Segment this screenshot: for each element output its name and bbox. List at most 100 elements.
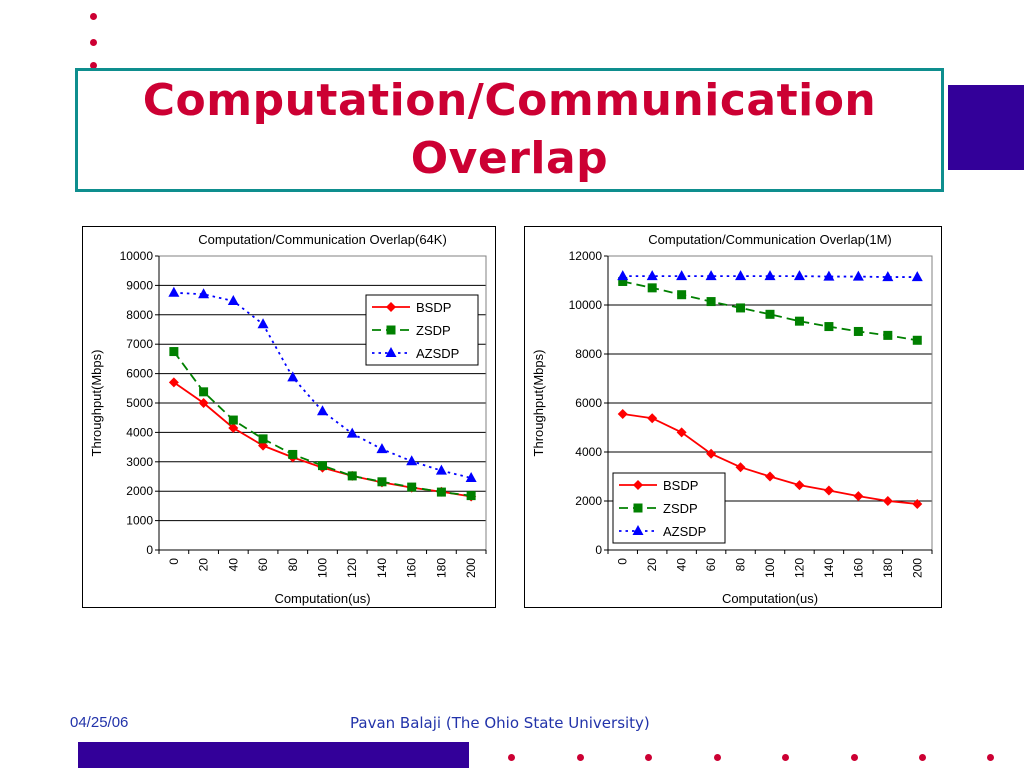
chart-1m-azsdp-legend-label: AZSDP (663, 524, 706, 539)
chart-64k-zsdp-point (228, 415, 238, 425)
chart-1m-azsdp-point (705, 270, 717, 281)
chart-1m-zsdp-legend-label: ZSDP (663, 501, 698, 516)
chart-64k-title: Computation/Communication Overlap(64K) (198, 232, 447, 247)
chart-1m-azsdp-point (676, 270, 688, 281)
chart-1m-x-tick-label: 40 (675, 558, 689, 572)
chart-1m-y-label: Throughput(Mbps) (531, 350, 546, 457)
decor-dot (919, 754, 926, 761)
chart-1m-zsdp-point (647, 283, 657, 293)
chart-64k-azsdp-point (227, 294, 239, 305)
chart-64k-y-tick-label: 8000 (126, 308, 153, 322)
chart-64k-azsdp-legend-label: AZSDP (416, 346, 459, 361)
chart-64k-x-tick-label: 80 (286, 558, 300, 572)
decor-dot (645, 754, 652, 761)
chart-1m-x-tick-label: 80 (734, 558, 748, 572)
chart-1m-bsdp-point (912, 498, 923, 509)
chart-1m-azsdp-point (882, 271, 894, 282)
chart-64k-zsdp-point (407, 482, 417, 492)
chart-1m-zsdp-point (853, 326, 863, 336)
chart-1m-azsdp-point (852, 270, 864, 281)
accent-band-bottom (78, 742, 469, 768)
chart-64k-y-tick-label: 0 (146, 543, 153, 557)
chart-64k-zsdp-point (258, 434, 268, 444)
chart-1m-zsdp-point (677, 290, 687, 300)
chart-64k-y-tick-label: 10000 (120, 249, 154, 263)
chart-1m-bsdp-point (647, 413, 658, 424)
chart-64k-x-tick-label: 120 (345, 558, 359, 578)
chart-1m-azsdp-point (617, 270, 629, 281)
chart-64k-bsdp-legend-marker (386, 302, 396, 312)
chart-64k-azsdp-point (435, 464, 447, 475)
chart-64k-y-tick-label: 1000 (126, 514, 153, 528)
chart-1m-bsdp-point (853, 491, 864, 502)
chart-64k-y-tick-label: 7000 (126, 337, 153, 351)
chart-1m-x-label: Computation(us) (722, 591, 818, 606)
chart-1m-title: Computation/Communication Overlap(1M) (648, 232, 891, 247)
chart-64k-y-tick-label: 6000 (126, 367, 153, 381)
chart-64k-bsdp-point (228, 422, 239, 433)
chart-64k-bsdp-legend-label: BSDP (416, 300, 451, 315)
decor-dot (987, 754, 994, 761)
chart-1m-zsdp-legend-marker (633, 503, 643, 513)
chart-64k-x-tick-label: 100 (316, 558, 330, 578)
chart-64k-azsdp-point (406, 455, 418, 466)
chart-64k-zsdp-legend-marker (386, 325, 396, 335)
chart-1m-bsdp-point (706, 448, 717, 459)
decor-dot (577, 754, 584, 761)
chart-1m-azsdp-legend-marker (632, 525, 644, 535)
chart-1m-zsdp-point (618, 276, 628, 286)
chart-64k-azsdp-point (287, 371, 299, 382)
title-box: Computation/Communication Overlap (75, 68, 944, 192)
chart-1m-bsdp-point (765, 471, 775, 482)
chart-64k-zsdp-line (173, 351, 472, 497)
chart-1m-bsdp-point (735, 462, 746, 473)
chart-1m-y-tick-label: 2000 (575, 494, 602, 508)
slide-title: Computation/Communication Overlap (142, 75, 877, 184)
chart-1m-azsdp-point (823, 270, 835, 281)
chart-1m-zsdp-point (706, 297, 716, 307)
chart-64k-zsdp-point (436, 487, 446, 497)
chart-1m-bsdp-legend-label: BSDP (663, 478, 698, 493)
chart-1m: Computation/Communication Overlap(1M) 0 20… (524, 226, 942, 608)
decor-dot (714, 754, 721, 761)
chart-64k-zsdp-point (199, 387, 209, 397)
chart-64k-x-tick-label: 140 (375, 558, 389, 578)
chart-64k-y-tick-label: 2000 (126, 484, 153, 498)
chart-1m-x-tick-label: 140 (822, 558, 836, 578)
chart-1m-bsdp-legend-marker (633, 480, 643, 490)
chart-64k-x-tick-label: 160 (405, 558, 419, 578)
chart-64k-azsdp-point (257, 318, 269, 329)
chart-64k-zsdp-point (288, 449, 298, 459)
chart-64k-zsdp-point (377, 477, 387, 487)
chart-1m-x-tick-label: 20 (645, 558, 659, 572)
chart-1m-x-tick-label: 120 (792, 558, 806, 578)
accent-band-right (948, 85, 1024, 170)
chart-64k-azsdp-point (346, 427, 358, 438)
chart-64k-x-label: Computation(us) (274, 591, 370, 606)
chart-64k-y-label: Throughput(Mbps) (89, 350, 104, 457)
chart-1m-bsdp-point (617, 409, 628, 420)
chart-64k-zsdp-point (347, 471, 357, 481)
chart-64k: Computation/Communication Overlap(64K) 0 1… (82, 226, 496, 608)
chart-1m-zsdp-point (883, 330, 893, 340)
chart-1m-y-tick-label: 0 (595, 543, 602, 557)
chart-1m-x-tick-label: 100 (763, 558, 777, 578)
chart-1m-y-tick-label: 12000 (569, 249, 603, 263)
chart-1m-y-tick-label: 8000 (575, 347, 602, 361)
chart-1m-x-tick-label: 180 (881, 558, 895, 578)
chart-1m-x-tick-label: 0 (616, 558, 630, 565)
decor-dot (508, 754, 515, 761)
chart-1m-bsdp-point (676, 427, 687, 438)
decor-dot (90, 39, 97, 46)
decor-dot (90, 13, 97, 20)
chart-64k-y-tick-label: 4000 (126, 425, 153, 439)
chart-1m-zsdp-point (765, 309, 775, 319)
chart-1m-svg: Computation/Communication Overlap(1M) 0 20… (531, 232, 933, 606)
chart-64k-zsdp-legend-label: ZSDP (416, 323, 451, 338)
chart-64k-svg: Computation/Communication Overlap(64K) 0 1… (89, 232, 487, 606)
chart-64k-azsdp-point (376, 443, 388, 454)
chart-1m-x-tick-label: 160 (851, 558, 865, 578)
chart-1m-azsdp-point (793, 270, 805, 281)
footer-author: Pavan Balaji (The Ohio State University) (350, 714, 650, 732)
chart-1m-y-tick-label: 4000 (575, 445, 602, 459)
